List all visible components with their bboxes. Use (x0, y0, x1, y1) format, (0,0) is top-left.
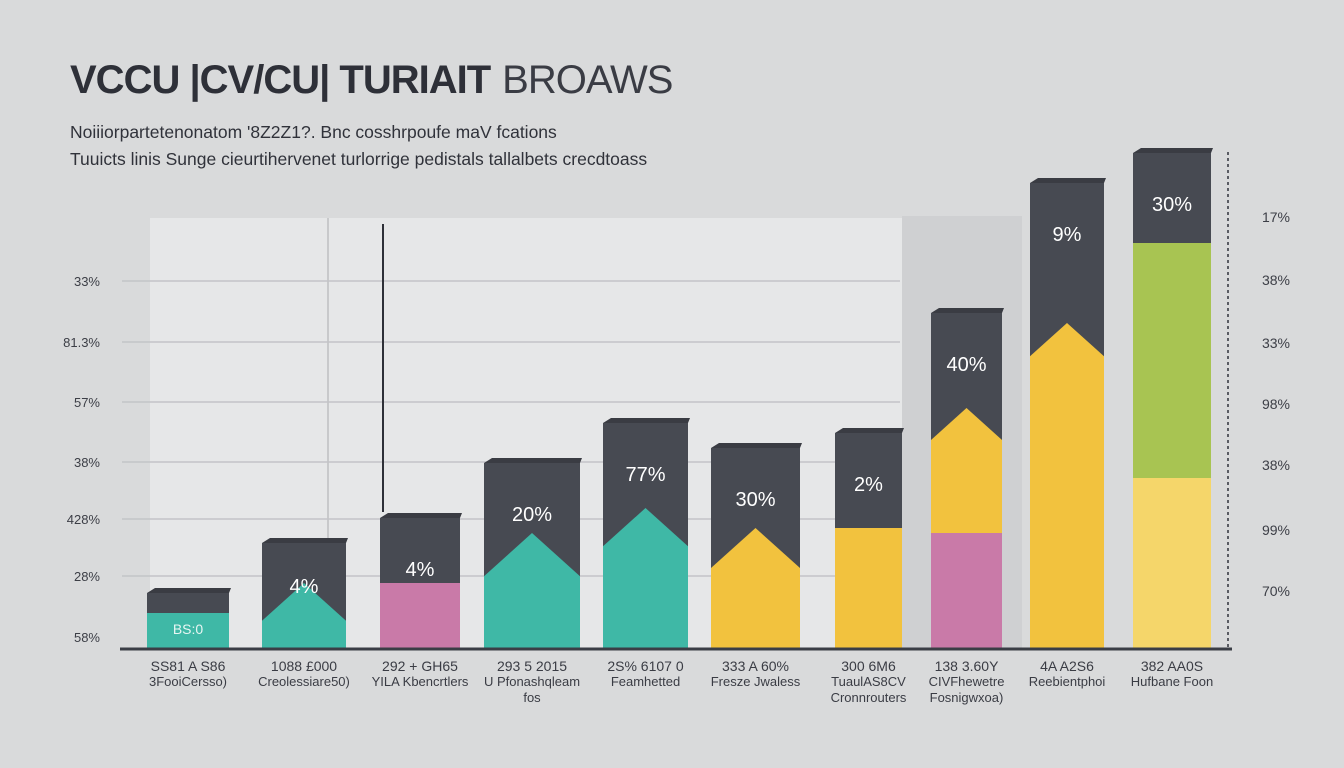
category-value: 292 + GH65 (382, 658, 458, 674)
right-axis-tick: 33% (1262, 335, 1290, 351)
bar-cap (1030, 178, 1106, 183)
bar-cap (262, 538, 348, 543)
category-label: 333 A 60% Fresze Jwaless (691, 658, 821, 690)
category-name: Fresze Jwaless (710, 674, 801, 689)
category-label: 292 + GH65 YILA Kbencrtlers (355, 658, 485, 690)
bar-value-label: 4% (406, 559, 435, 581)
category-name: U Pfonashqleam (483, 674, 581, 689)
left-axis-tick: 428% (67, 512, 101, 527)
category-label: 1088 £000 Creolessiare50) (239, 658, 369, 690)
bar-segment (711, 528, 800, 648)
right-axis-tick: 17% (1262, 209, 1290, 225)
bar-segment (603, 508, 688, 648)
bar-cap (931, 308, 1004, 313)
left-axis-tick: 57% (74, 395, 100, 410)
bar-segment (835, 528, 902, 648)
bar-segment (380, 583, 460, 648)
right-axis-tick: 38% (1262, 457, 1290, 473)
right-axis-tick: 70% (1262, 583, 1290, 599)
category-value: 1088 £000 (270, 658, 338, 674)
category-name: Creolessiare50) (258, 674, 350, 689)
bar-value-label: 20% (512, 504, 552, 526)
category-label: 382 AA0S Hufbane Foon (1107, 658, 1237, 690)
category-value: 138 3.60Y (934, 658, 999, 674)
category-value: 382 AA0S (1140, 658, 1204, 674)
title-bold: VCCU |CV/CU| TURIAIT (70, 58, 491, 102)
right-axis-tick: 98% (1262, 396, 1290, 412)
chart-title: VCCU |CV/CU| TURIAIT BROAWS (70, 58, 673, 103)
category-name: Cronnrouters (830, 690, 907, 705)
category-label: SS81 A S86 3FooiCersso) (123, 658, 253, 690)
category-label: 138 3.60Y CIVFhewetre Fosnigwxoa) (902, 658, 1032, 706)
left-axis-tick: 58% (74, 630, 100, 645)
bar-segment (262, 583, 346, 648)
category-label: 2S% 6107 0 Feamhetted (581, 658, 711, 690)
category-name: 3FooiCersso) (148, 674, 228, 689)
subtitle-2: Tuuicts linis Sunge cieurtihervenet turl… (70, 149, 648, 169)
category-label: 293 5 2015 U Pfonashqleam fos (467, 658, 597, 706)
bar-cap (484, 458, 582, 463)
bar-value-label: BS:0 (173, 621, 204, 637)
category-value: 293 5 2015 (496, 658, 568, 674)
bar-segment (484, 533, 580, 648)
bar-cap (835, 428, 904, 433)
bar-value-label: 4% (290, 576, 319, 598)
category-value: 333 A 60% (722, 658, 789, 674)
left-axis-tick: 38% (74, 455, 100, 470)
category-value: 2S% 6107 0 (607, 658, 684, 674)
category-name: fos (523, 690, 541, 705)
category-name: YILA Kbencrtlers (371, 674, 469, 689)
bar-cap (147, 588, 231, 593)
category-value: 4A A2S6 (1040, 658, 1094, 674)
category-label: 4A A2S6 Reebientphoi (1002, 658, 1132, 690)
category-name: Feamhetted (610, 674, 681, 689)
bar-segment (1030, 323, 1104, 648)
bar-value-label: 40% (946, 354, 986, 376)
bar-value-label: 77% (625, 464, 665, 486)
category-value: SS81 A S86 (150, 658, 226, 674)
bar-cap (603, 418, 690, 423)
category-name: Fosnigwxoa) (929, 690, 1004, 705)
title-light: BROAWS (502, 58, 673, 102)
category-name: Hufbane Foon (1130, 674, 1214, 689)
left-axis-tick: 28% (74, 569, 100, 584)
bar-cap (711, 443, 802, 448)
subtitle-1: Noiiiorpartetenonatom '8Z2Z1?. Bnc cossh… (70, 122, 557, 142)
category-label: 300 6M6 TuaulAS8CV Cronnrouters (804, 658, 934, 706)
bar-value-label: 30% (735, 489, 775, 511)
bar-segment (931, 533, 1002, 648)
bar-segment (147, 613, 229, 648)
bar-segment (1133, 478, 1211, 648)
right-axis-tick: 38% (1262, 272, 1290, 288)
bar-cap (1133, 148, 1213, 153)
bar-cap (380, 513, 462, 518)
category-value: 300 6M6 (841, 658, 896, 674)
bar-value-label: 2% (854, 474, 883, 496)
bar-value-label: 30% (1152, 194, 1192, 216)
category-name: Reebientphoi (1028, 674, 1106, 689)
bar-value-label: 9% (1053, 224, 1082, 246)
left-axis-tick: 81.3% (63, 335, 100, 350)
right-axis-tick: 99% (1262, 522, 1290, 538)
category-name: CIVFhewetre (928, 674, 1005, 689)
left-axis-tick: 33% (74, 274, 100, 289)
category-name: TuaulAS8CV (831, 674, 906, 689)
